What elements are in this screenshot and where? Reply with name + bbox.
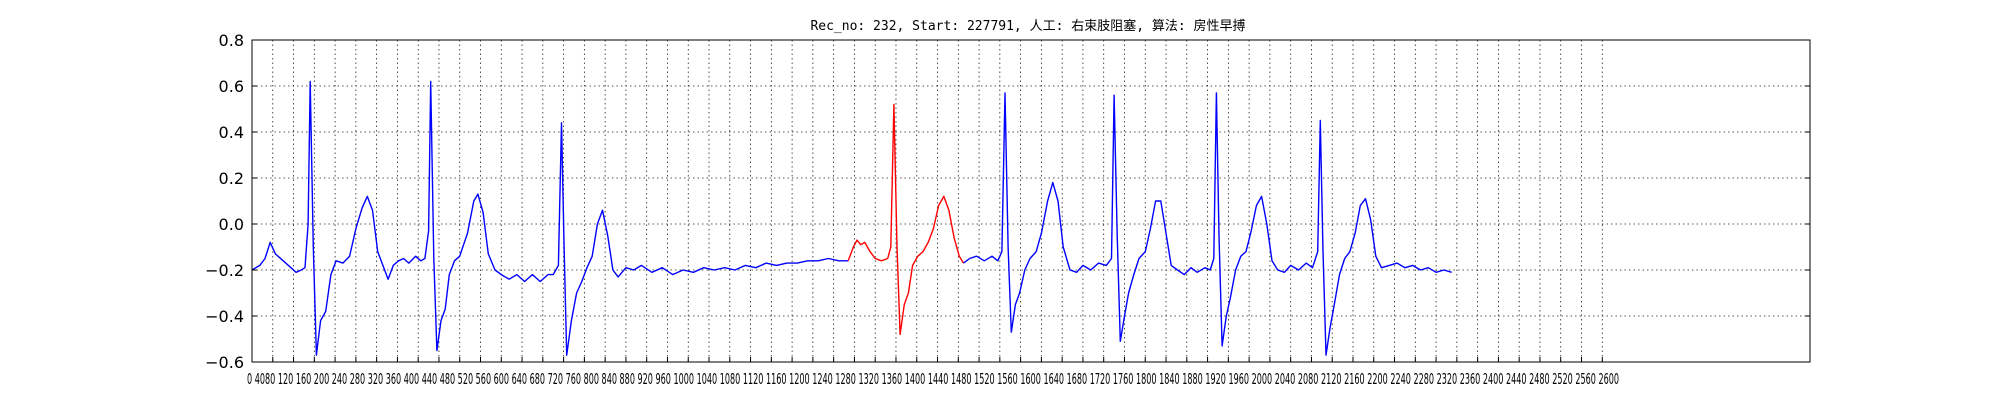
y-tick-label-4: 0.2 [219,169,244,188]
y-axis: −0.6 −0.4 −0.2 0.0 0.2 0.4 0.6 0.8 [205,31,1810,372]
y-tick-label-7: 0.8 [219,31,244,50]
chart-title: Rec_no: 232, Start: 227791, 人工: 右束肢阻塞, 算… [810,18,1245,34]
trace-layer [251,80,1452,356]
y-tick-label-5: 0.4 [219,123,244,142]
y-tick-label-0: −0.6 [205,353,244,372]
x-tick-labels: 0 4080 120 160 200 240 280 320 360 400 4… [247,370,1619,388]
grid-layer [251,39,1810,363]
ecg-trace-segment-2 [963,92,1452,356]
y-tick-label-6: 0.6 [219,77,244,96]
y-tick-label-3: 0.0 [219,215,244,234]
y-tick-label-2: −0.2 [205,261,244,280]
ecg-trace-segment-0 [251,80,849,356]
y-tick-label-1: −0.4 [205,307,244,326]
ecg-trace-segment-1 [847,103,965,336]
plot-frame [251,39,1811,363]
